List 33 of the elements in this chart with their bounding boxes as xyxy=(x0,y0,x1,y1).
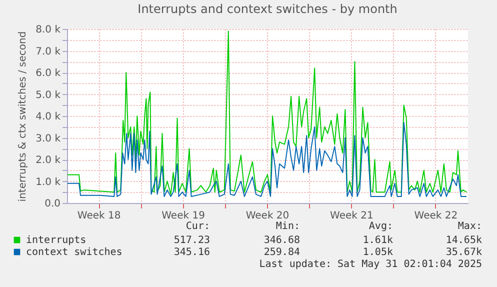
x-tick-label: Week 21 xyxy=(330,210,374,222)
y-tick-label: 3.0 k xyxy=(36,133,61,144)
y-tick-label: 6.0 k xyxy=(36,68,61,79)
text: 1.61k xyxy=(362,235,393,246)
text: 517.23 xyxy=(174,235,210,246)
text: Avg: xyxy=(368,221,393,232)
y-tick-label: 2.0 k xyxy=(36,155,61,166)
y-tick-label: 8.0 k xyxy=(36,24,61,36)
chart-title: Interrupts and context switches - by month xyxy=(138,2,398,16)
y-tick-label: 1.0 k xyxy=(36,176,61,188)
x-tick-label: Week 19 xyxy=(162,210,205,222)
line-series xyxy=(67,122,467,197)
y-axis-title: interrupts & ctx switches / second xyxy=(18,31,29,202)
text: Cur: xyxy=(186,221,210,232)
text: 345.16 xyxy=(174,247,210,258)
y-tick-label: 5.0 k xyxy=(36,90,61,101)
text: Last update: Sat May 31 02:01:04 2025 xyxy=(259,259,482,270)
text: Min: xyxy=(276,221,300,232)
text: 259.84 xyxy=(264,247,300,258)
legend-label: context switches xyxy=(26,247,122,258)
y-tick-label: 4.0 k xyxy=(36,112,61,122)
x-tick-label: Week 18 xyxy=(77,210,121,222)
text: 14.65k xyxy=(446,235,482,246)
text: 1.05k xyxy=(362,247,393,258)
x-tick-label: Week 22 xyxy=(414,210,458,222)
y-tick-label: 7.0 k xyxy=(36,46,61,58)
line-series xyxy=(67,30,467,195)
text: Max: xyxy=(458,221,482,232)
legend-label: interrupts xyxy=(26,235,86,246)
x-tick-label: Week 20 xyxy=(246,210,290,222)
text: 346.68 xyxy=(264,235,300,246)
text: 35.67k xyxy=(446,247,482,258)
y-tick-label: 0.0 xyxy=(44,198,60,210)
